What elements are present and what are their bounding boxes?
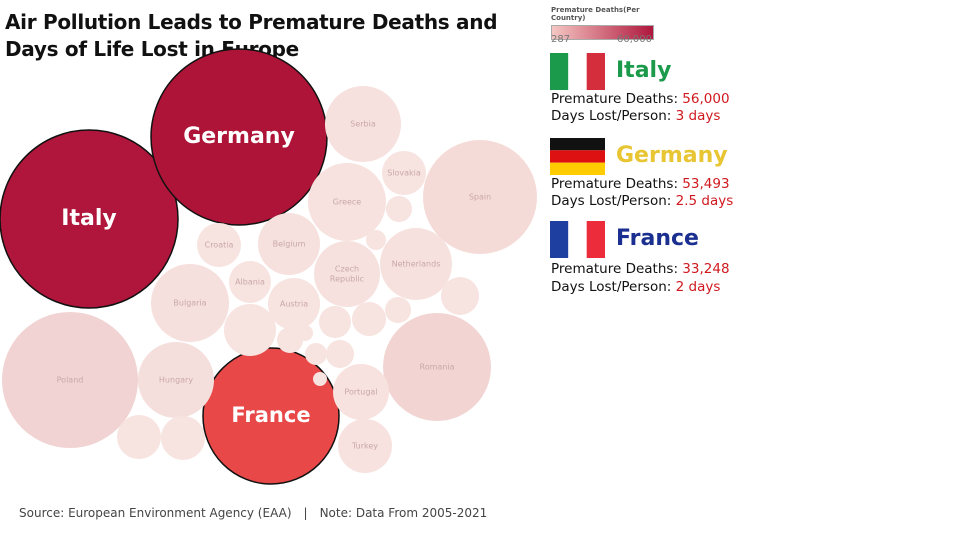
bubble-label-germany: Germany <box>183 124 295 149</box>
bubble-label-poland: Poland <box>57 376 84 385</box>
stat-label: Premature Deaths: <box>551 176 678 192</box>
bubble-label-netherlands: Netherlands <box>392 260 441 269</box>
bubble-unlabeled <box>305 343 327 365</box>
bubble-belgium <box>258 213 320 275</box>
bubble-unlabeled <box>161 416 205 460</box>
bubble-germany <box>150 48 328 226</box>
bubble-slovakia <box>382 151 426 195</box>
footer-separator: | <box>303 506 308 520</box>
color-legend: Premature Deaths(Per Country) 287 60,000 <box>551 6 671 45</box>
bubble-austria <box>268 278 320 330</box>
bubble-label-belgium: Belgium <box>273 240 306 249</box>
bubble-unlabeled <box>277 327 303 353</box>
bubble-label-france: France <box>231 403 310 427</box>
germany-flag-icon <box>550 138 605 175</box>
bubble-unlabeled <box>386 196 412 222</box>
stat-label: Days Lost/Person: <box>551 193 672 209</box>
country-name: France <box>616 226 699 251</box>
bubble-romania <box>383 313 491 421</box>
bubble-label-bulgaria: Bulgaria <box>173 299 206 308</box>
stat-label: Days Lost/Person: <box>551 279 672 295</box>
stat-label: Premature Deaths: <box>551 91 678 107</box>
bubble-czech-republic <box>314 241 380 307</box>
bubble-portugal <box>333 364 389 420</box>
bubble-label-serbia: Serbia <box>350 120 376 129</box>
bubble-unlabeled <box>319 306 351 338</box>
bubble-label-spain: Spain <box>469 193 491 202</box>
source-note: Source: European Environment Agency (EAA… <box>19 506 292 520</box>
data-note: Note: Data From 2005-2021 <box>319 506 488 520</box>
bubble-france <box>202 347 340 485</box>
stat-value: 3 days <box>675 108 721 124</box>
italy-flag-icon <box>550 53 605 90</box>
bubble-label-croatia: Croatia <box>205 241 234 250</box>
bubble-unlabeled <box>313 372 327 386</box>
legend-min-label: 287 <box>551 34 571 45</box>
stat-value: 53,493 <box>682 176 730 192</box>
legend-title: Premature Deaths(Per Country) <box>551 6 640 22</box>
stat-label: Premature Deaths: <box>551 261 678 277</box>
bubble-bulgaria <box>151 264 229 342</box>
legend-max-label: 60,000 <box>617 34 652 45</box>
bubble-label-hungary: Hungary <box>159 376 193 385</box>
bubble-unlabeled <box>385 297 411 323</box>
bubble-label-greece: Greece <box>333 198 362 207</box>
bubble-poland <box>2 312 138 448</box>
bubble-unlabeled <box>366 230 386 250</box>
legend-gradient-bar <box>551 25 654 40</box>
bubble-unlabeled <box>441 277 479 315</box>
bubble-label-italy: Italy <box>61 206 116 231</box>
bubble-chart: Italy Germany France Poland Romania Spain Hung… <box>0 48 537 485</box>
bubble-label-portugal: Portugal <box>344 388 377 397</box>
bubble-unlabeled <box>352 302 386 336</box>
bubble-label-czech-republic: Republic <box>330 275 364 284</box>
france-flag-icon <box>550 221 605 258</box>
bubble-label-romania: Romania <box>420 363 455 372</box>
bubble-spain <box>423 140 537 254</box>
bubble-unlabeled <box>224 304 276 356</box>
premature-deaths-stat: Premature Deaths: 33,248 <box>551 261 730 277</box>
bubble-label-austria: Austria <box>280 300 308 309</box>
stat-value: 33,248 <box>682 261 730 277</box>
bubble-label-slovakia: Slovakia <box>387 169 421 178</box>
bubble-greece <box>308 163 386 241</box>
stat-label: Days Lost/Person: <box>551 108 672 124</box>
bubble-italy <box>0 129 179 309</box>
bubble-hungary <box>138 342 214 418</box>
premature-deaths-stat: Premature Deaths: 53,493 <box>551 176 730 192</box>
days-lost-stat: Days Lost/Person: 2.5 days <box>551 193 733 209</box>
premature-deaths-stat: Premature Deaths: 56,000 <box>551 91 730 107</box>
bubble-label-czech-republic: Czech <box>335 265 359 274</box>
bubble-unlabeled <box>297 325 313 341</box>
days-lost-stat: Days Lost/Person: 3 days <box>551 108 720 124</box>
country-name: Germany <box>616 143 728 168</box>
stat-value: 56,000 <box>682 91 730 107</box>
bubble-serbia <box>325 86 401 162</box>
bubble-label-albania: Albania <box>235 278 265 287</box>
stat-value: 2.5 days <box>675 193 734 209</box>
stat-value: 2 days <box>675 279 721 295</box>
bubble-unlabeled <box>117 415 161 459</box>
bubble-label-turkey: Turkey <box>351 442 378 451</box>
bubble-albania <box>229 261 271 303</box>
bubble-croatia <box>197 223 241 267</box>
country-name: Italy <box>616 58 672 83</box>
bubble-unlabeled <box>326 340 354 368</box>
days-lost-stat: Days Lost/Person: 2 days <box>551 279 720 295</box>
bubble-netherlands <box>380 228 452 300</box>
footer: Source: European Environment Agency (EAA… <box>19 506 487 520</box>
bubble-turkey <box>338 419 392 473</box>
